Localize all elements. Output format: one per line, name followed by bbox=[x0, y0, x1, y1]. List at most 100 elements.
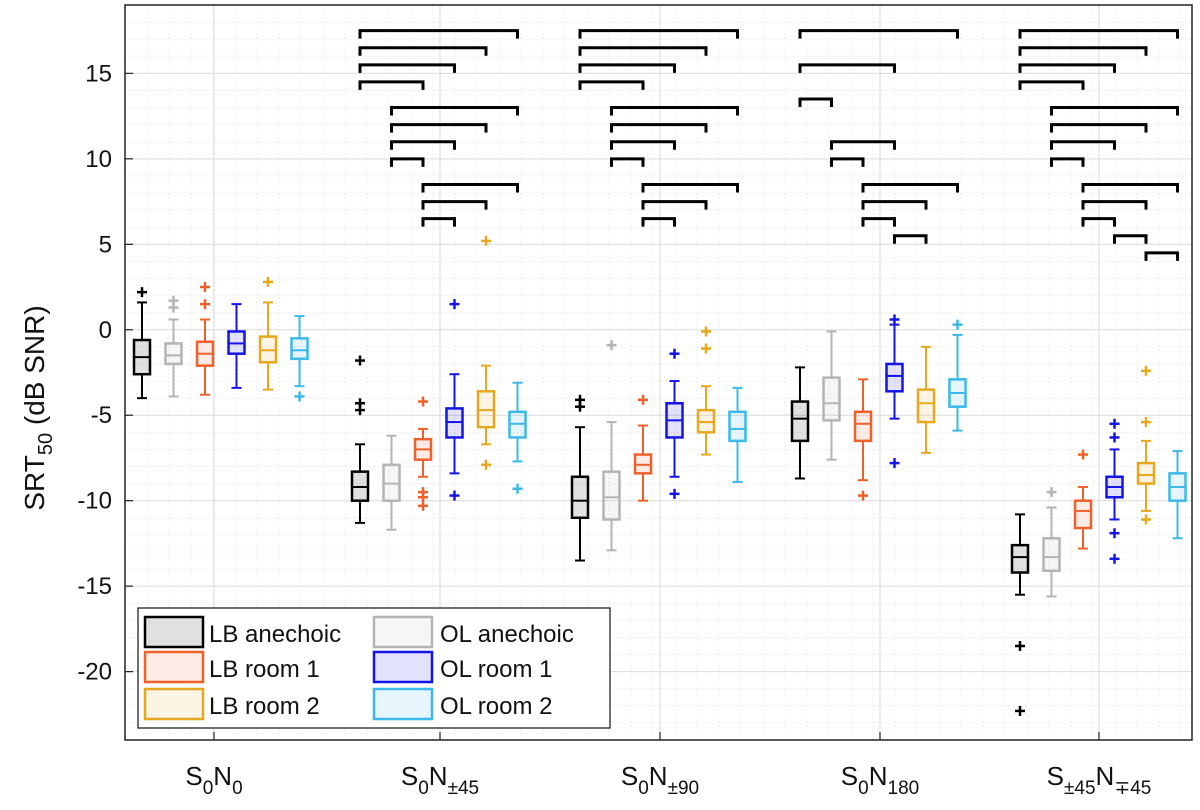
significance-bracket bbox=[390, 140, 456, 150]
boxplot-lb-room-1 bbox=[633, 394, 653, 502]
boxplot-lb-room-1 bbox=[1073, 449, 1093, 550]
boxplot-lb-room-1 bbox=[195, 282, 215, 396]
significance-bracket bbox=[861, 200, 928, 210]
y-tick-label: 5 bbox=[99, 231, 112, 258]
significance-bracket bbox=[610, 157, 645, 167]
y-tick-label: 10 bbox=[85, 146, 112, 173]
boxplot-lb-room-2 bbox=[1136, 365, 1156, 525]
significance-bracket bbox=[390, 157, 425, 167]
y-axis-label: SRT50 (dB SNR) bbox=[19, 305, 57, 510]
boxplot-ol-room-1 bbox=[1105, 418, 1124, 564]
boxplot-ol-room-2 bbox=[948, 319, 967, 432]
significance-bracket bbox=[578, 63, 676, 73]
significance-bracket bbox=[421, 200, 488, 210]
significance-bracket bbox=[641, 182, 739, 193]
significance-bracket bbox=[1018, 29, 1179, 39]
significance-bracket bbox=[1018, 80, 1085, 90]
legend-label: LB anechoic bbox=[209, 621, 341, 648]
significance-bracket bbox=[421, 217, 456, 227]
x-category-label: S±45N∓45 bbox=[1047, 761, 1152, 799]
x-category-label: S0N±90 bbox=[621, 761, 699, 799]
significance-bracket bbox=[1081, 200, 1148, 210]
significance-bracket bbox=[358, 63, 456, 73]
legend-label: OL anechoic bbox=[440, 621, 574, 648]
significance-bracket bbox=[358, 80, 425, 90]
x-category-label: S0N0 bbox=[185, 761, 242, 799]
y-tick-label: 0 bbox=[99, 317, 112, 344]
significance-bracket bbox=[641, 217, 676, 227]
significance-bracket bbox=[421, 182, 519, 193]
legend-entry-lb-anechoic: LB anechoic bbox=[143, 615, 341, 649]
legend-entry-ol-anechoic: OL anechoic bbox=[372, 615, 574, 649]
legend-label: OL room 2 bbox=[440, 693, 553, 720]
box-iqr bbox=[790, 400, 810, 443]
significance-bracket bbox=[1050, 123, 1148, 133]
legend-swatch bbox=[143, 650, 205, 684]
significance-bracket bbox=[578, 29, 739, 39]
boxplots bbox=[132, 235, 1187, 716]
x-category-label: S0N±45 bbox=[401, 761, 479, 799]
boxplot-lb-room-1 bbox=[853, 378, 873, 501]
box-iqr bbox=[1042, 537, 1061, 573]
significance-bracket bbox=[1018, 46, 1148, 56]
box-iqr bbox=[916, 388, 936, 424]
significance-bracket bbox=[830, 157, 865, 167]
box-iqr bbox=[885, 362, 904, 393]
box-iqr bbox=[728, 410, 747, 443]
legend-label: LB room 1 bbox=[209, 656, 320, 683]
y-tick-label: -20 bbox=[77, 659, 112, 686]
significance-bracket bbox=[641, 200, 708, 210]
boxplot-lb-anechoic bbox=[1010, 513, 1030, 716]
boxplot-lb-anechoic bbox=[132, 287, 152, 400]
significance-bracket bbox=[798, 97, 833, 108]
legend-entry-ol-room-2: OL room 2 bbox=[372, 687, 553, 721]
legend-swatch bbox=[143, 687, 205, 721]
box-iqr bbox=[1010, 543, 1030, 574]
significance-bracket bbox=[861, 217, 896, 227]
ylabel-units: (dB SNR) bbox=[19, 305, 50, 433]
boxplot-ol-room-2 bbox=[508, 381, 527, 494]
legend-entry-ol-room-1: OL room 1 bbox=[372, 650, 553, 684]
box-iqr bbox=[164, 342, 183, 366]
boxplot-ol-room-2 bbox=[290, 315, 309, 402]
significance-bracket bbox=[1144, 251, 1179, 261]
box-iqr bbox=[1073, 499, 1093, 530]
boxplot-lb-anechoic bbox=[350, 355, 370, 524]
ylabel-subscript: 50 bbox=[35, 433, 57, 455]
boxplot-lb-anechoic bbox=[790, 366, 810, 480]
box-iqr bbox=[290, 337, 309, 361]
significance-bracket bbox=[1050, 157, 1085, 167]
legend: LB anechoic OL anechoic LB room 1 OL roo… bbox=[137, 607, 611, 729]
box-iqr bbox=[570, 475, 590, 520]
boxplot-lb-room-2 bbox=[476, 235, 496, 470]
legend-swatch bbox=[372, 687, 434, 721]
significance-bracket bbox=[358, 29, 519, 39]
significance-bracket bbox=[798, 63, 896, 73]
ylabel-main: SRT bbox=[19, 455, 50, 511]
significance-bracket bbox=[390, 123, 488, 133]
boxplot-ol-room-2 bbox=[1168, 450, 1187, 540]
legend-entry-lb-room-2: LB room 2 bbox=[143, 687, 320, 721]
significance-bracket bbox=[390, 106, 519, 116]
significance-bracket bbox=[798, 29, 959, 39]
legend-swatch bbox=[372, 615, 434, 649]
svg-text:SRT50 (dB SNR): SRT50 (dB SNR) bbox=[19, 305, 57, 510]
boxplot-lb-room-2 bbox=[258, 276, 278, 391]
plot-area-frame bbox=[124, 4, 1193, 741]
significance-bracket bbox=[610, 123, 708, 133]
significance-bracket bbox=[861, 182, 959, 193]
boxplot-ol-room-1 bbox=[227, 303, 246, 389]
axis-ticks: 15 10 5 0 -5 -10 -15 -20 bbox=[77, 60, 1100, 740]
legend-swatch bbox=[372, 650, 434, 684]
y-tick-label: -5 bbox=[91, 402, 112, 429]
y-tick-label: -15 bbox=[77, 573, 112, 600]
boxplot-ol-room-1 bbox=[665, 348, 684, 499]
boxplot-ol-anechoic bbox=[382, 434, 401, 531]
box-iqr bbox=[822, 376, 841, 422]
significance-bracket bbox=[830, 140, 896, 150]
boxplot-ol-room-1 bbox=[445, 299, 464, 501]
significance-bracket bbox=[1081, 182, 1179, 193]
boxplot-ol-room-1 bbox=[885, 314, 904, 469]
y-tick-label: 15 bbox=[85, 60, 112, 87]
